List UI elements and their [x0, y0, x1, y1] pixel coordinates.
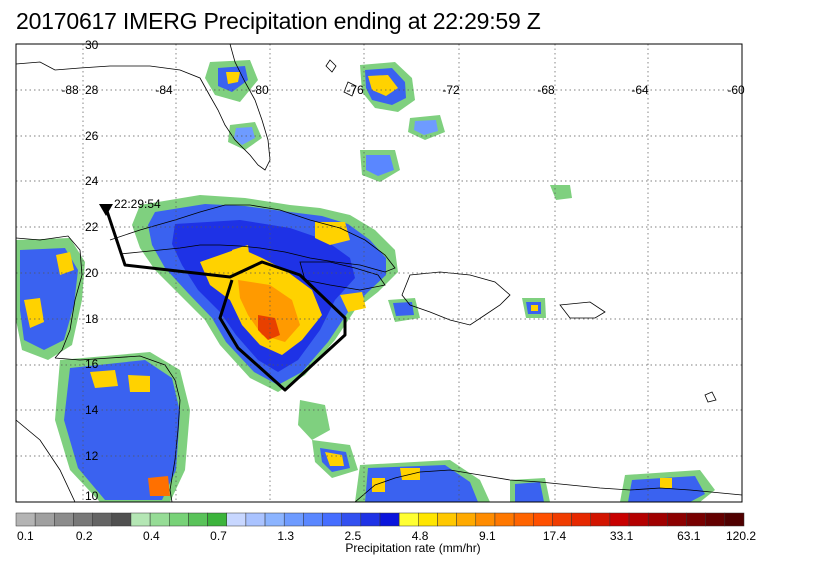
colorbar-tick-label: 2.5	[345, 529, 362, 543]
colorbar-swatch	[149, 512, 170, 527]
colorbar-swatch	[245, 512, 266, 527]
colorbar-swatch	[130, 512, 151, 527]
colorbar-swatch	[571, 512, 591, 527]
lat-label: 14	[85, 403, 99, 417]
colorbar-swatch	[303, 512, 323, 527]
colorbar-swatch	[686, 512, 706, 527]
colorbar-swatch	[92, 512, 113, 527]
colorbar-tick-label: 9.1	[479, 529, 496, 543]
coastlines	[16, 44, 742, 502]
colorbar-tick-label: 33.1	[610, 529, 634, 543]
colorbar-tick-label: 4.8	[412, 529, 429, 543]
lon-label: -68	[537, 83, 555, 97]
colorbar-swatch	[341, 512, 362, 527]
colorbar-swatch	[34, 512, 55, 527]
colorbar-tick-label: 0.4	[143, 529, 160, 543]
track-time-label: 22:29:54	[114, 197, 161, 211]
colorbar-tick-label: 1.3	[277, 529, 294, 543]
map-title: 20170617 IMERG Precipitation ending at 2…	[16, 8, 541, 34]
colorbar-swatch	[283, 512, 304, 527]
colorbar-swatch	[456, 512, 477, 527]
colorbar-tick-label: 0.2	[76, 529, 93, 543]
colorbar-swatch	[188, 512, 208, 527]
colorbar-tick-labels: 0.1 0.2 0.4 0.7 1.3 2.5 4.8 9.1 17.4 33.1 63.1 120.…	[17, 529, 756, 543]
latitude-labels: 30 28 26 24 22 20 18 16 14 12 10	[85, 38, 99, 503]
colorbar-tick-label: 17.4	[543, 529, 567, 543]
colorbar-swatch	[667, 512, 687, 527]
colorbar-swatch	[418, 512, 438, 527]
colorbar-swatch	[437, 512, 457, 527]
lat-label: 10	[85, 489, 99, 503]
precipitation-fields	[16, 60, 715, 502]
colorbar-swatch	[15, 512, 36, 527]
lat-label: 24	[85, 174, 99, 188]
lat-label: 16	[85, 357, 99, 371]
lon-label: -88	[61, 83, 79, 97]
lat-label: 12	[85, 449, 99, 463]
map-area	[16, 44, 742, 502]
longitude-labels: -88 -84 -80 -76 -72 -68 -64 -60	[61, 83, 745, 97]
colorbar-swatch	[398, 512, 419, 527]
colorbar-swatch	[111, 512, 132, 527]
colorbar-swatch	[552, 512, 572, 527]
lon-label: -72	[442, 83, 460, 97]
lat-label: 26	[85, 129, 99, 143]
lat-label: 18	[85, 312, 99, 326]
colorbar-swatch	[609, 512, 630, 527]
colorbar-swatch	[475, 512, 496, 527]
lon-label: -60	[727, 83, 745, 97]
colorbar-swatch	[73, 512, 93, 527]
lat-label: 22	[85, 220, 99, 234]
lon-label: -80	[251, 83, 269, 97]
lon-label: -64	[631, 83, 649, 97]
map-frame	[15, 43, 743, 503]
lat-label: 30	[85, 38, 99, 52]
satellite-track	[103, 204, 347, 392]
colorbar-tick-label: 0.7	[210, 529, 227, 543]
colorbar-swatch	[226, 512, 247, 527]
colorbar-swatch	[513, 512, 534, 527]
colorbar-swatch	[379, 512, 400, 527]
track-end-marker-icon	[99, 204, 113, 216]
colorbar-label: Precipitation rate (mm/hr)	[345, 541, 481, 555]
colorbar-tick-label: 120.2	[726, 529, 756, 543]
lon-label: -84	[155, 83, 173, 97]
colorbar-swatch	[494, 512, 515, 527]
colorbar-swatch	[628, 512, 649, 527]
colorbar-swatch	[264, 512, 285, 527]
colorbar-tick-label: 0.1	[17, 529, 34, 543]
colorbar-swatch	[705, 512, 726, 527]
colorbar-swatch	[169, 512, 189, 527]
colorbar-swatch	[360, 512, 381, 527]
colorbar	[15, 512, 745, 527]
lat-label: 28	[85, 83, 99, 97]
colorbar-swatch	[54, 512, 74, 527]
colorbar-swatch	[647, 512, 668, 527]
colorbar-swatch	[322, 512, 342, 527]
lon-label: -76	[346, 83, 364, 97]
colorbar-swatch	[533, 512, 553, 527]
colorbar-swatch	[207, 512, 227, 527]
colorbar-swatch	[724, 512, 745, 527]
colorbar-tick-label: 63.1	[677, 529, 701, 543]
colorbar-swatch	[590, 512, 611, 527]
lat-label: 20	[85, 266, 99, 280]
